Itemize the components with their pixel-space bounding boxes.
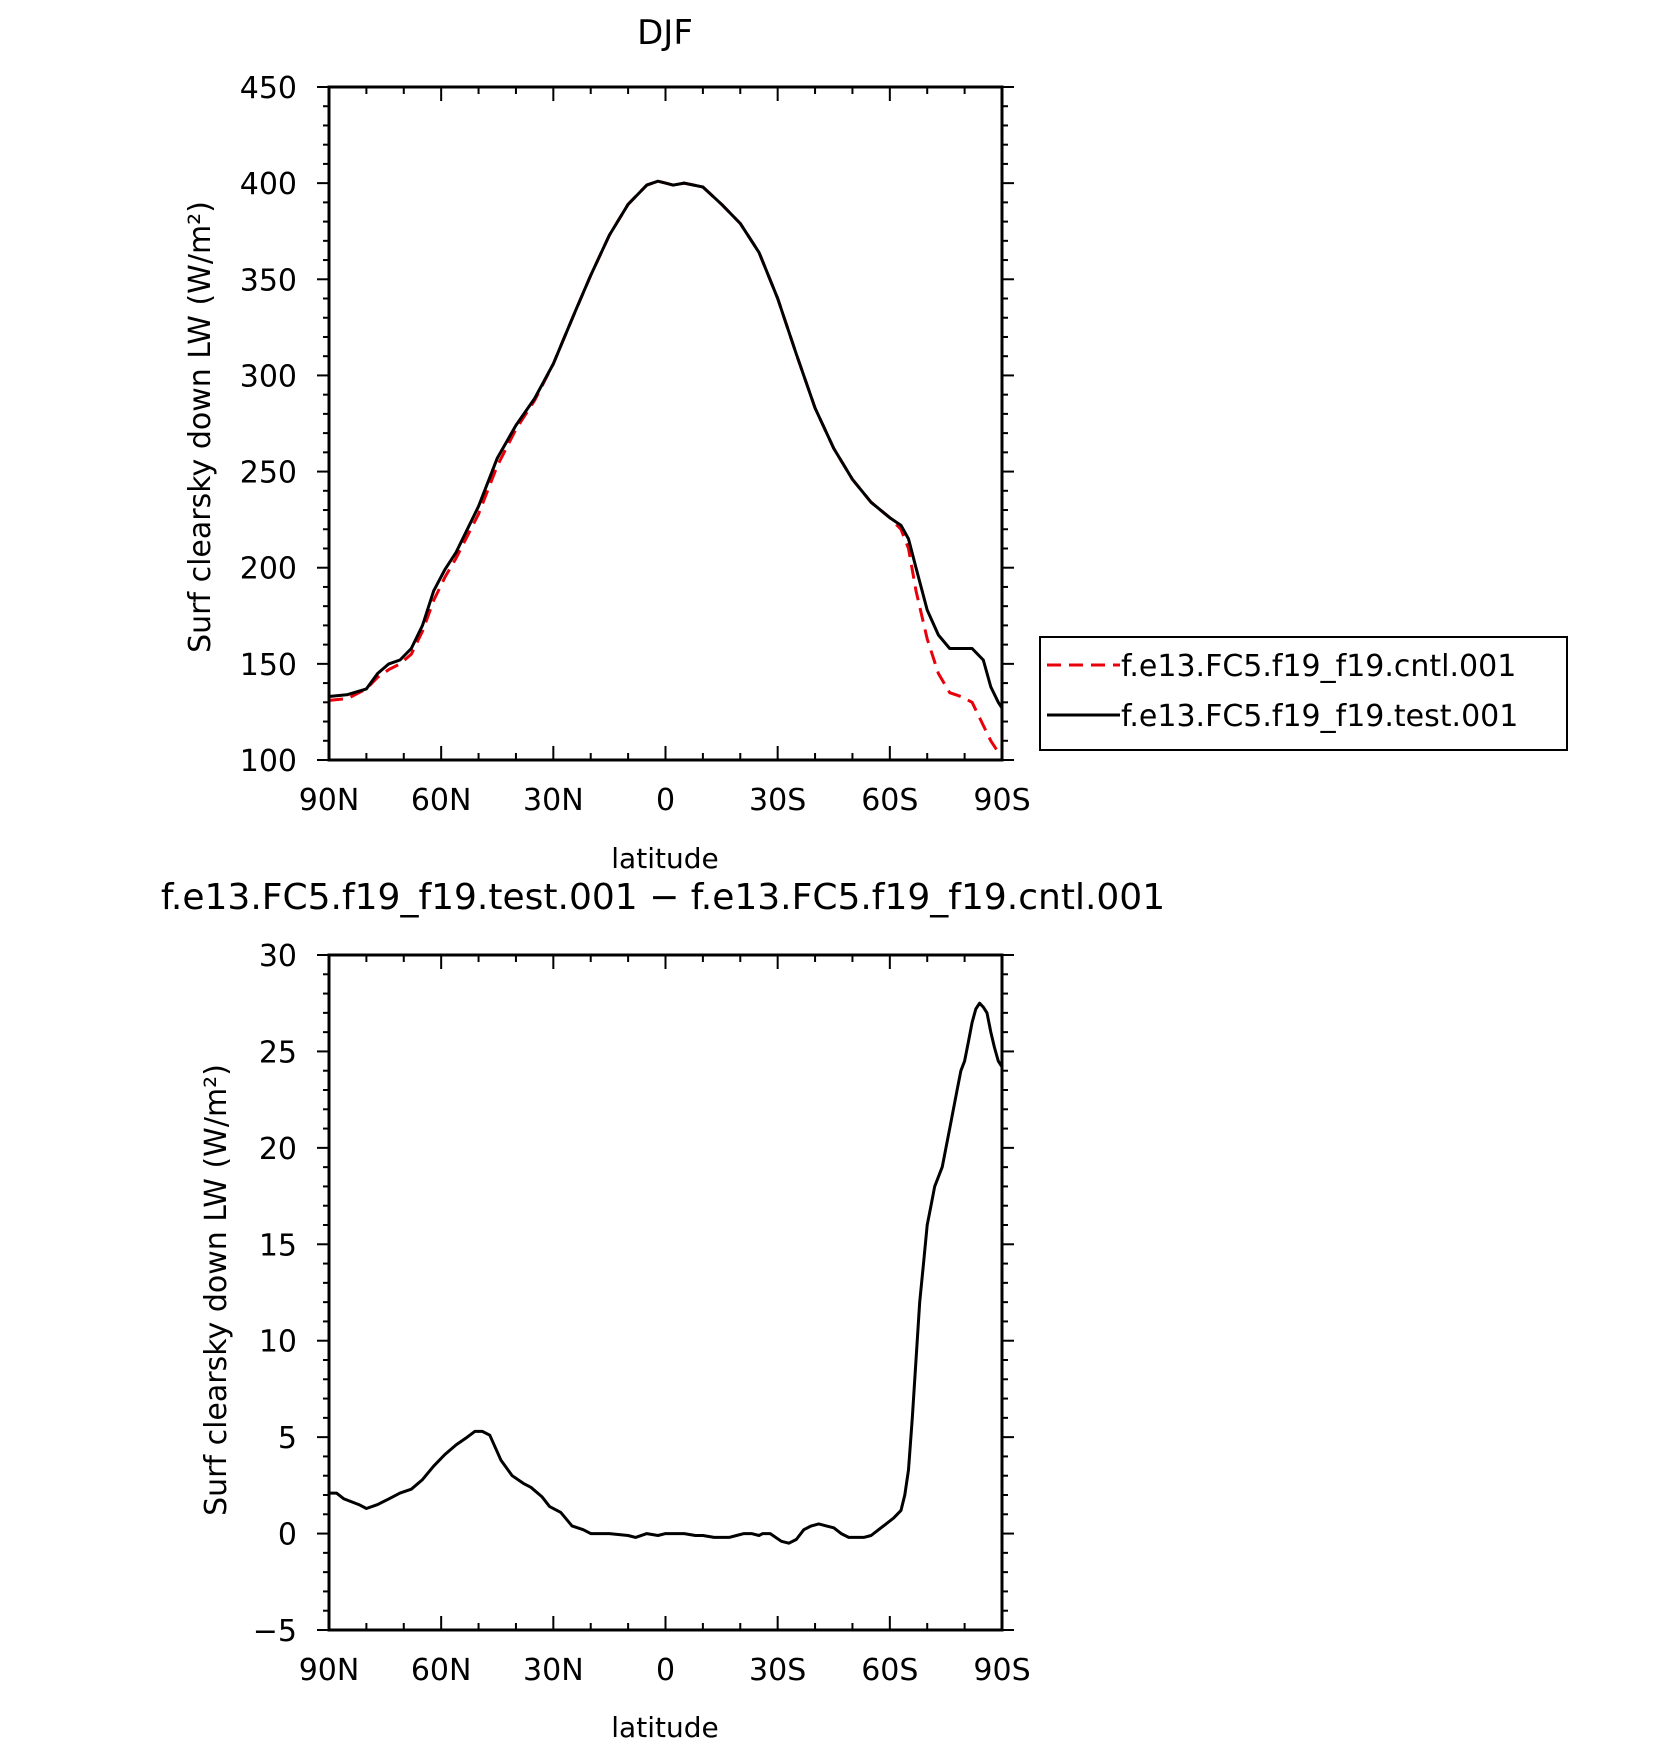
- bottom-axis-ticks: [317, 954, 1014, 1631]
- bottom-chart-title: f.e13.FC5.f19_f19.test.001 − f.e13.FC5.f…: [161, 877, 1165, 918]
- bottom-x-tick-label: 90N: [299, 1653, 360, 1688]
- top-plot-frame: [327, 85, 1004, 762]
- bottom-x-tick-label: 30N: [523, 1653, 584, 1688]
- top-y-tick-label: 150: [240, 648, 297, 683]
- top-x-tick-label: 60N: [411, 783, 472, 818]
- top-y-tick-label: 450: [240, 71, 297, 106]
- top-axis-ticks: [317, 86, 1014, 761]
- top-x-tick-label: 60S: [861, 783, 918, 818]
- top-x-axis-label: latitude: [611, 842, 718, 875]
- bottom-series-line-0: [329, 1001, 1004, 1545]
- bottom-x-tick-label: 0: [656, 1653, 675, 1688]
- top-y-axis-label: Surf clearsky down LW (W/m²): [183, 201, 218, 653]
- bottom-series-lines: [329, 1001, 1004, 1545]
- top-chart-title: DJF: [637, 13, 693, 53]
- bottom-x-tick-label: 60N: [411, 1653, 472, 1688]
- bottom-y-tick-label: 15: [259, 1228, 297, 1263]
- top-y-tick-label: 300: [240, 359, 297, 394]
- legend-box: [1039, 636, 1568, 751]
- bottom-y-tick-label: 0: [278, 1518, 297, 1553]
- top-y-tick-label: 350: [240, 263, 297, 298]
- top-series-line-0: [328, 179, 1004, 758]
- bottom-x-tick-label: 30S: [749, 1653, 806, 1688]
- top-series-line-1: [328, 179, 1004, 709]
- top-x-tick-label: 90S: [973, 783, 1030, 818]
- legend-label-test: f.e13.FC5.f19_f19.test.001: [1121, 699, 1518, 734]
- bottom-y-tick-label: 25: [259, 1035, 297, 1070]
- bottom-y-tick-label: −5: [253, 1614, 297, 1649]
- top-series-lines: [328, 179, 1004, 758]
- top-tick-labels: 90N 60N 30N 0 30S 60S 90S 100 150 200 250 300 350 400…: [240, 71, 1031, 818]
- bottom-tick-labels: 90N 60N 30N 0 30S 60S 90S −5 0 5 10 15 20 25 30: [253, 939, 1031, 1688]
- bottom-y-axis-label: Surf clearsky down LW (W/m²): [199, 1064, 234, 1516]
- bottom-y-tick-label: 30: [259, 939, 297, 974]
- top-y-tick-label: 100: [240, 744, 297, 779]
- bottom-x-tick-label: 90S: [973, 1653, 1030, 1688]
- bottom-chart-panel: f.e13.FC5.f19_f19.test.001 − f.e13.FC5.f…: [161, 877, 1165, 1744]
- bottom-x-tick-label: 60S: [861, 1653, 918, 1688]
- bottom-y-tick-label: 10: [259, 1325, 297, 1360]
- legend-label-cntl: f.e13.FC5.f19_f19.cntl.001: [1121, 649, 1516, 684]
- top-chart-panel: DJF Surf clearsky down LW (W/m²) latitud…: [183, 13, 1568, 875]
- bottom-y-tick-label: 20: [259, 1132, 297, 1167]
- bottom-x-axis-label: latitude: [611, 1711, 718, 1744]
- top-y-tick-label: 400: [240, 167, 297, 202]
- top-x-tick-label: 90N: [299, 783, 360, 818]
- top-x-tick-label: 30N: [523, 783, 584, 818]
- top-x-tick-label: 0: [656, 783, 675, 818]
- legend: f.e13.FC5.f19_f19.cntl.001 f.e13.FC5.f19…: [1039, 636, 1568, 751]
- top-y-tick-label: 250: [240, 456, 297, 491]
- top-x-tick-label: 30S: [749, 783, 806, 818]
- top-y-tick-label: 200: [240, 552, 297, 587]
- bottom-y-tick-label: 5: [278, 1421, 297, 1456]
- bottom-plot-frame: [327, 953, 1004, 1632]
